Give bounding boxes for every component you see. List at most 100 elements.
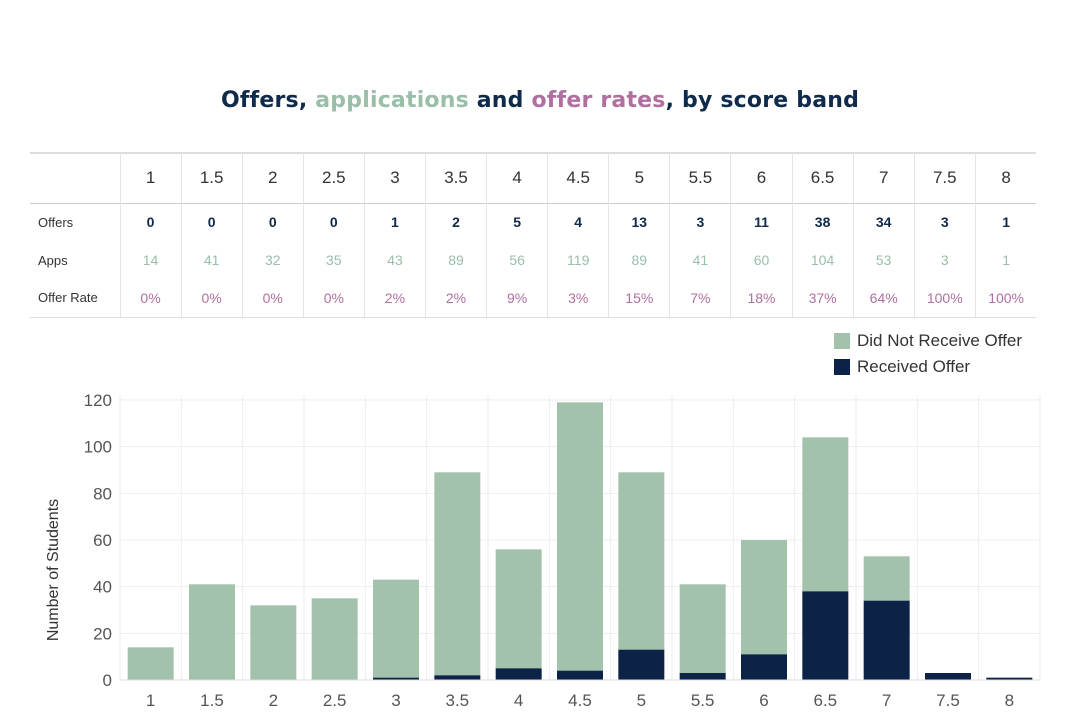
band-header: 6 (730, 152, 793, 203)
offer-rate-cell: 100% (913, 279, 976, 318)
offers-cell: 38 (791, 202, 854, 241)
offer-rate-cell: 100% (974, 279, 1037, 318)
bar-received (863, 600, 910, 680)
title-part-offer-rates: offer rates (531, 88, 666, 113)
y-tick-label: 0 (103, 671, 112, 690)
x-tick-label: 3 (391, 691, 400, 710)
chart-legend: Did Not Receive Offer Received Offer (834, 328, 1022, 380)
band-header: 1 (119, 152, 182, 203)
x-tick-label: 4.5 (568, 691, 592, 710)
bar-not-received (189, 584, 235, 680)
bar-received (802, 591, 849, 680)
offer-rate-cell: 37% (791, 279, 854, 318)
offers-cell: 3 (669, 202, 731, 241)
bar-not-received (863, 556, 910, 601)
title-part-5: , by score band (665, 88, 860, 113)
apps-cell: 43 (363, 241, 426, 279)
x-tick-label: 8 (1005, 691, 1014, 710)
offer-rate-row: Offer Rate 0% 0% 0% 0% 2% 2% 9% 3% 15% 7% 18% 37% 64%… (30, 279, 1037, 318)
band-header: 7 (852, 152, 915, 203)
band-header: 3.5 (424, 152, 487, 203)
x-tick-label: 7.5 (936, 691, 960, 710)
band-header: 5 (608, 152, 670, 203)
bar-not-received (802, 437, 849, 592)
offers-cell: 13 (608, 202, 670, 241)
offer-rate-cell: 0% (302, 279, 365, 318)
band-header: 8 (974, 152, 1037, 203)
apps-cell: 3 (913, 241, 976, 279)
bar-received (495, 668, 542, 680)
y-tick-label: 40 (93, 578, 112, 597)
offer-rate-cell: 0% (241, 279, 304, 318)
bar-not-received (250, 605, 297, 680)
apps-cell: 56 (486, 241, 548, 279)
legend-item-not-received: Did Not Receive Offer (834, 328, 1022, 354)
band-header: 3 (363, 152, 426, 203)
bar-received (618, 649, 665, 680)
x-tick-label: 2 (269, 691, 278, 710)
legend-item-received: Received Offer (834, 354, 1022, 380)
offers-cell: 0 (180, 202, 243, 241)
stacked-bar-chart: 0 20 40 60 80 100 120 Number of Students 1 1.5 2 2.… (45, 391, 1041, 710)
bar-received (557, 670, 603, 680)
legend-swatch-not-received (834, 333, 850, 349)
apps-cell: 1 (974, 241, 1037, 279)
legend-label-received: Received Offer (857, 357, 971, 376)
y-axis-label: Number of Students (45, 499, 62, 641)
title-part-applications: applications (315, 88, 469, 113)
y-tick-label: 80 (93, 484, 112, 503)
legend-label-not-received: Did Not Receive Offer (857, 331, 1023, 350)
offer-rate-cell: 9% (486, 279, 548, 318)
bar-received (925, 673, 971, 680)
x-tick-label: 5.5 (691, 691, 715, 710)
row-label-apps: Apps (38, 252, 68, 268)
title-part-3: and (468, 88, 532, 113)
apps-cell: 89 (424, 241, 487, 279)
offers-cell: 0 (119, 202, 182, 241)
offers-cell: 3 (913, 202, 976, 241)
bar-not-received (311, 598, 358, 680)
bar-not-received (495, 549, 542, 669)
band-header-row: 1 1.5 2 2.5 3 3.5 4 4.5 5 5.5 6 6.5 7 7.5 8 (30, 152, 1037, 203)
band-header: 4 (486, 152, 548, 203)
band-header: 2 (241, 152, 304, 203)
y-tick-label: 120 (84, 391, 112, 410)
band-header: 2.5 (302, 152, 365, 203)
bar-not-received (127, 647, 174, 680)
bar-received (741, 654, 787, 680)
bar-received (373, 677, 419, 681)
offer-rate-cell: 3% (547, 279, 609, 318)
row-label-offers: Offers (30, 202, 120, 241)
offers-row: Offers 0 0 0 0 1 2 5 4 13 3 11 38 34 3 1 (30, 202, 1037, 241)
summary-table: 1 1.5 2 2.5 3 3.5 4 4.5 5 5.5 6 6.5 7 7.5 8 Offers 0 0 0 0… (30, 152, 1037, 318)
offer-rate-cell: 0% (119, 279, 182, 318)
x-tick-label: 1.5 (200, 691, 224, 710)
x-tick-label: 5 (637, 691, 646, 710)
band-header: 1.5 (180, 152, 243, 203)
apps-cell: 119 (547, 241, 609, 279)
x-tick-label: 6 (759, 691, 768, 710)
offer-rate-cell: 15% (608, 279, 670, 318)
offers-cell: 1 (363, 202, 426, 241)
band-header: 5.5 (669, 152, 731, 203)
y-tick-label: 100 (84, 438, 112, 457)
x-tick-label: 3.5 (446, 691, 470, 710)
offer-rate-cell: 2% (424, 279, 487, 318)
title-part-1: Offers, (220, 88, 316, 113)
table-corner (30, 152, 120, 203)
offers-cell: 34 (852, 202, 915, 241)
x-tick-label: 2.5 (323, 691, 347, 710)
x-tick-label: 6.5 (814, 691, 838, 710)
row-label-rate: Offer Rate (30, 279, 120, 318)
apps-cell: 41 (669, 241, 731, 279)
bar-not-received (679, 584, 726, 673)
band-header: 7.5 (913, 152, 976, 203)
offer-rate-cell: 18% (730, 279, 793, 318)
apps-row: Apps 14 41 32 35 43 89 56 119 89 41 60 104 53 3 1 (30, 241, 1037, 279)
apps-cell: 35 (302, 241, 365, 279)
bar-not-received (373, 579, 419, 678)
apps-cell: 104 (791, 241, 854, 279)
legend-swatch-received (834, 359, 850, 375)
bar-received (434, 675, 481, 680)
apps-cell: 14 (119, 241, 182, 279)
